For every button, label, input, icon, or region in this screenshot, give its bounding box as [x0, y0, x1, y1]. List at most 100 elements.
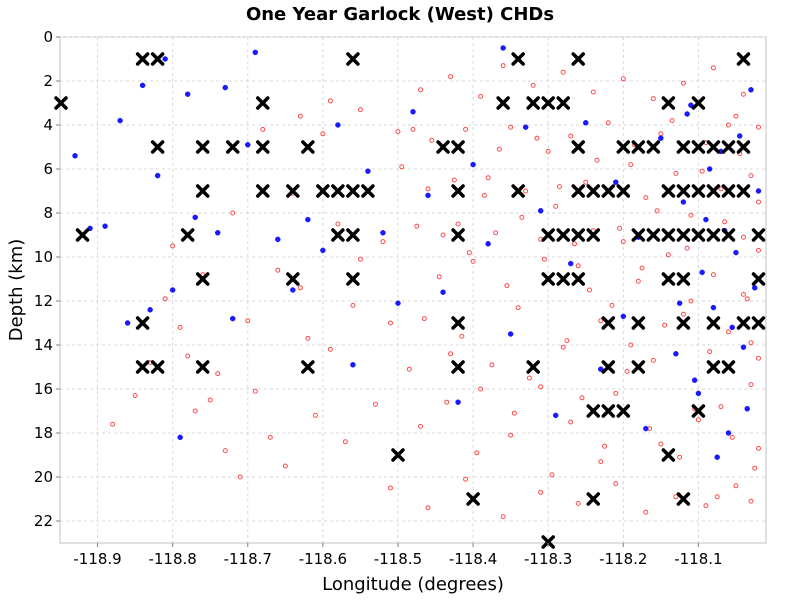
data-point	[526, 375, 532, 381]
data-point	[613, 390, 619, 396]
series-filled-circle	[72, 45, 762, 460]
data-point	[478, 93, 484, 99]
data-point	[192, 408, 198, 414]
data-point	[748, 340, 754, 346]
data-point-x	[526, 360, 540, 374]
data-point-x	[135, 52, 150, 66]
data-point	[410, 109, 416, 115]
data-point-x	[676, 184, 691, 198]
data-point-x	[301, 140, 315, 154]
data-point-x	[631, 228, 646, 242]
data-point	[184, 91, 191, 97]
x-tick-label: -118.9	[73, 550, 121, 568]
data-point	[252, 388, 258, 394]
data-point-x	[691, 140, 706, 154]
data-point	[350, 302, 356, 308]
data-point-x	[286, 272, 300, 286]
data-point	[676, 300, 683, 306]
data-point	[237, 474, 243, 480]
data-point-x	[346, 272, 360, 286]
data-point	[455, 221, 461, 227]
data-point-x	[721, 184, 736, 198]
data-point	[707, 349, 713, 355]
data-point-x	[736, 52, 751, 66]
data-point-x	[195, 272, 210, 286]
data-point-x	[451, 360, 465, 374]
y-tick-label: 0	[43, 28, 53, 46]
data-point	[459, 333, 465, 339]
data-point	[538, 384, 544, 390]
data-point	[507, 331, 514, 337]
data-point	[725, 122, 731, 128]
y-tick-label: 20	[34, 468, 53, 486]
data-point	[511, 410, 517, 416]
data-point	[639, 265, 645, 271]
data-point-x	[706, 228, 721, 242]
data-point	[162, 56, 168, 62]
data-point	[643, 195, 649, 201]
data-point	[448, 351, 454, 357]
data-point	[714, 494, 720, 500]
y-tick-label: 12	[34, 292, 53, 310]
data-point	[549, 472, 555, 478]
data-point	[436, 274, 442, 280]
data-point-x	[541, 272, 555, 286]
data-point	[124, 320, 131, 326]
data-point	[583, 179, 589, 185]
data-point	[564, 338, 570, 344]
data-point-x	[346, 184, 360, 198]
data-point	[748, 498, 754, 504]
data-point	[755, 199, 761, 205]
data-point	[552, 412, 559, 419]
data-point	[598, 366, 604, 372]
data-point-x	[225, 140, 240, 154]
data-point	[387, 320, 393, 326]
data-point	[706, 166, 713, 172]
data-point-x	[346, 52, 360, 66]
data-point-x	[195, 360, 210, 374]
data-point	[350, 362, 356, 368]
data-point-x	[706, 316, 721, 330]
y-tick-label: 6	[43, 160, 53, 178]
data-point	[688, 102, 694, 108]
data-point	[740, 91, 746, 97]
data-point	[305, 335, 311, 341]
data-point	[357, 256, 363, 262]
data-point	[673, 494, 679, 500]
data-point	[470, 258, 476, 264]
data-point-x	[571, 140, 585, 154]
data-point	[740, 344, 747, 350]
data-point	[725, 329, 731, 335]
data-point	[609, 302, 615, 308]
data-point	[710, 65, 716, 71]
x-tick-label: -118.3	[524, 550, 572, 568]
y-tick-label: 22	[34, 512, 53, 530]
data-point	[560, 344, 566, 350]
data-point-x	[691, 96, 706, 110]
data-point	[192, 214, 198, 221]
data-point-x	[661, 272, 676, 286]
data-point	[425, 505, 431, 511]
data-point-x	[286, 184, 300, 198]
data-point	[395, 129, 401, 135]
data-point-x	[135, 360, 150, 374]
data-point	[215, 371, 221, 377]
y-tick-label: 4	[43, 116, 53, 134]
data-point	[680, 199, 687, 205]
data-point-x	[601, 360, 616, 374]
data-point	[729, 434, 735, 440]
data-point	[680, 311, 686, 317]
data-point	[740, 291, 746, 297]
data-point	[736, 133, 743, 139]
data-point	[515, 305, 521, 311]
data-point	[755, 355, 761, 361]
data-point	[485, 241, 491, 247]
data-point-x	[436, 140, 450, 154]
data-point	[463, 476, 469, 482]
data-point	[587, 287, 592, 293]
data-point	[519, 214, 525, 220]
data-point	[751, 285, 758, 291]
data-point-x	[75, 228, 90, 242]
data-point-x	[256, 140, 270, 154]
data-point-x	[150, 140, 165, 154]
